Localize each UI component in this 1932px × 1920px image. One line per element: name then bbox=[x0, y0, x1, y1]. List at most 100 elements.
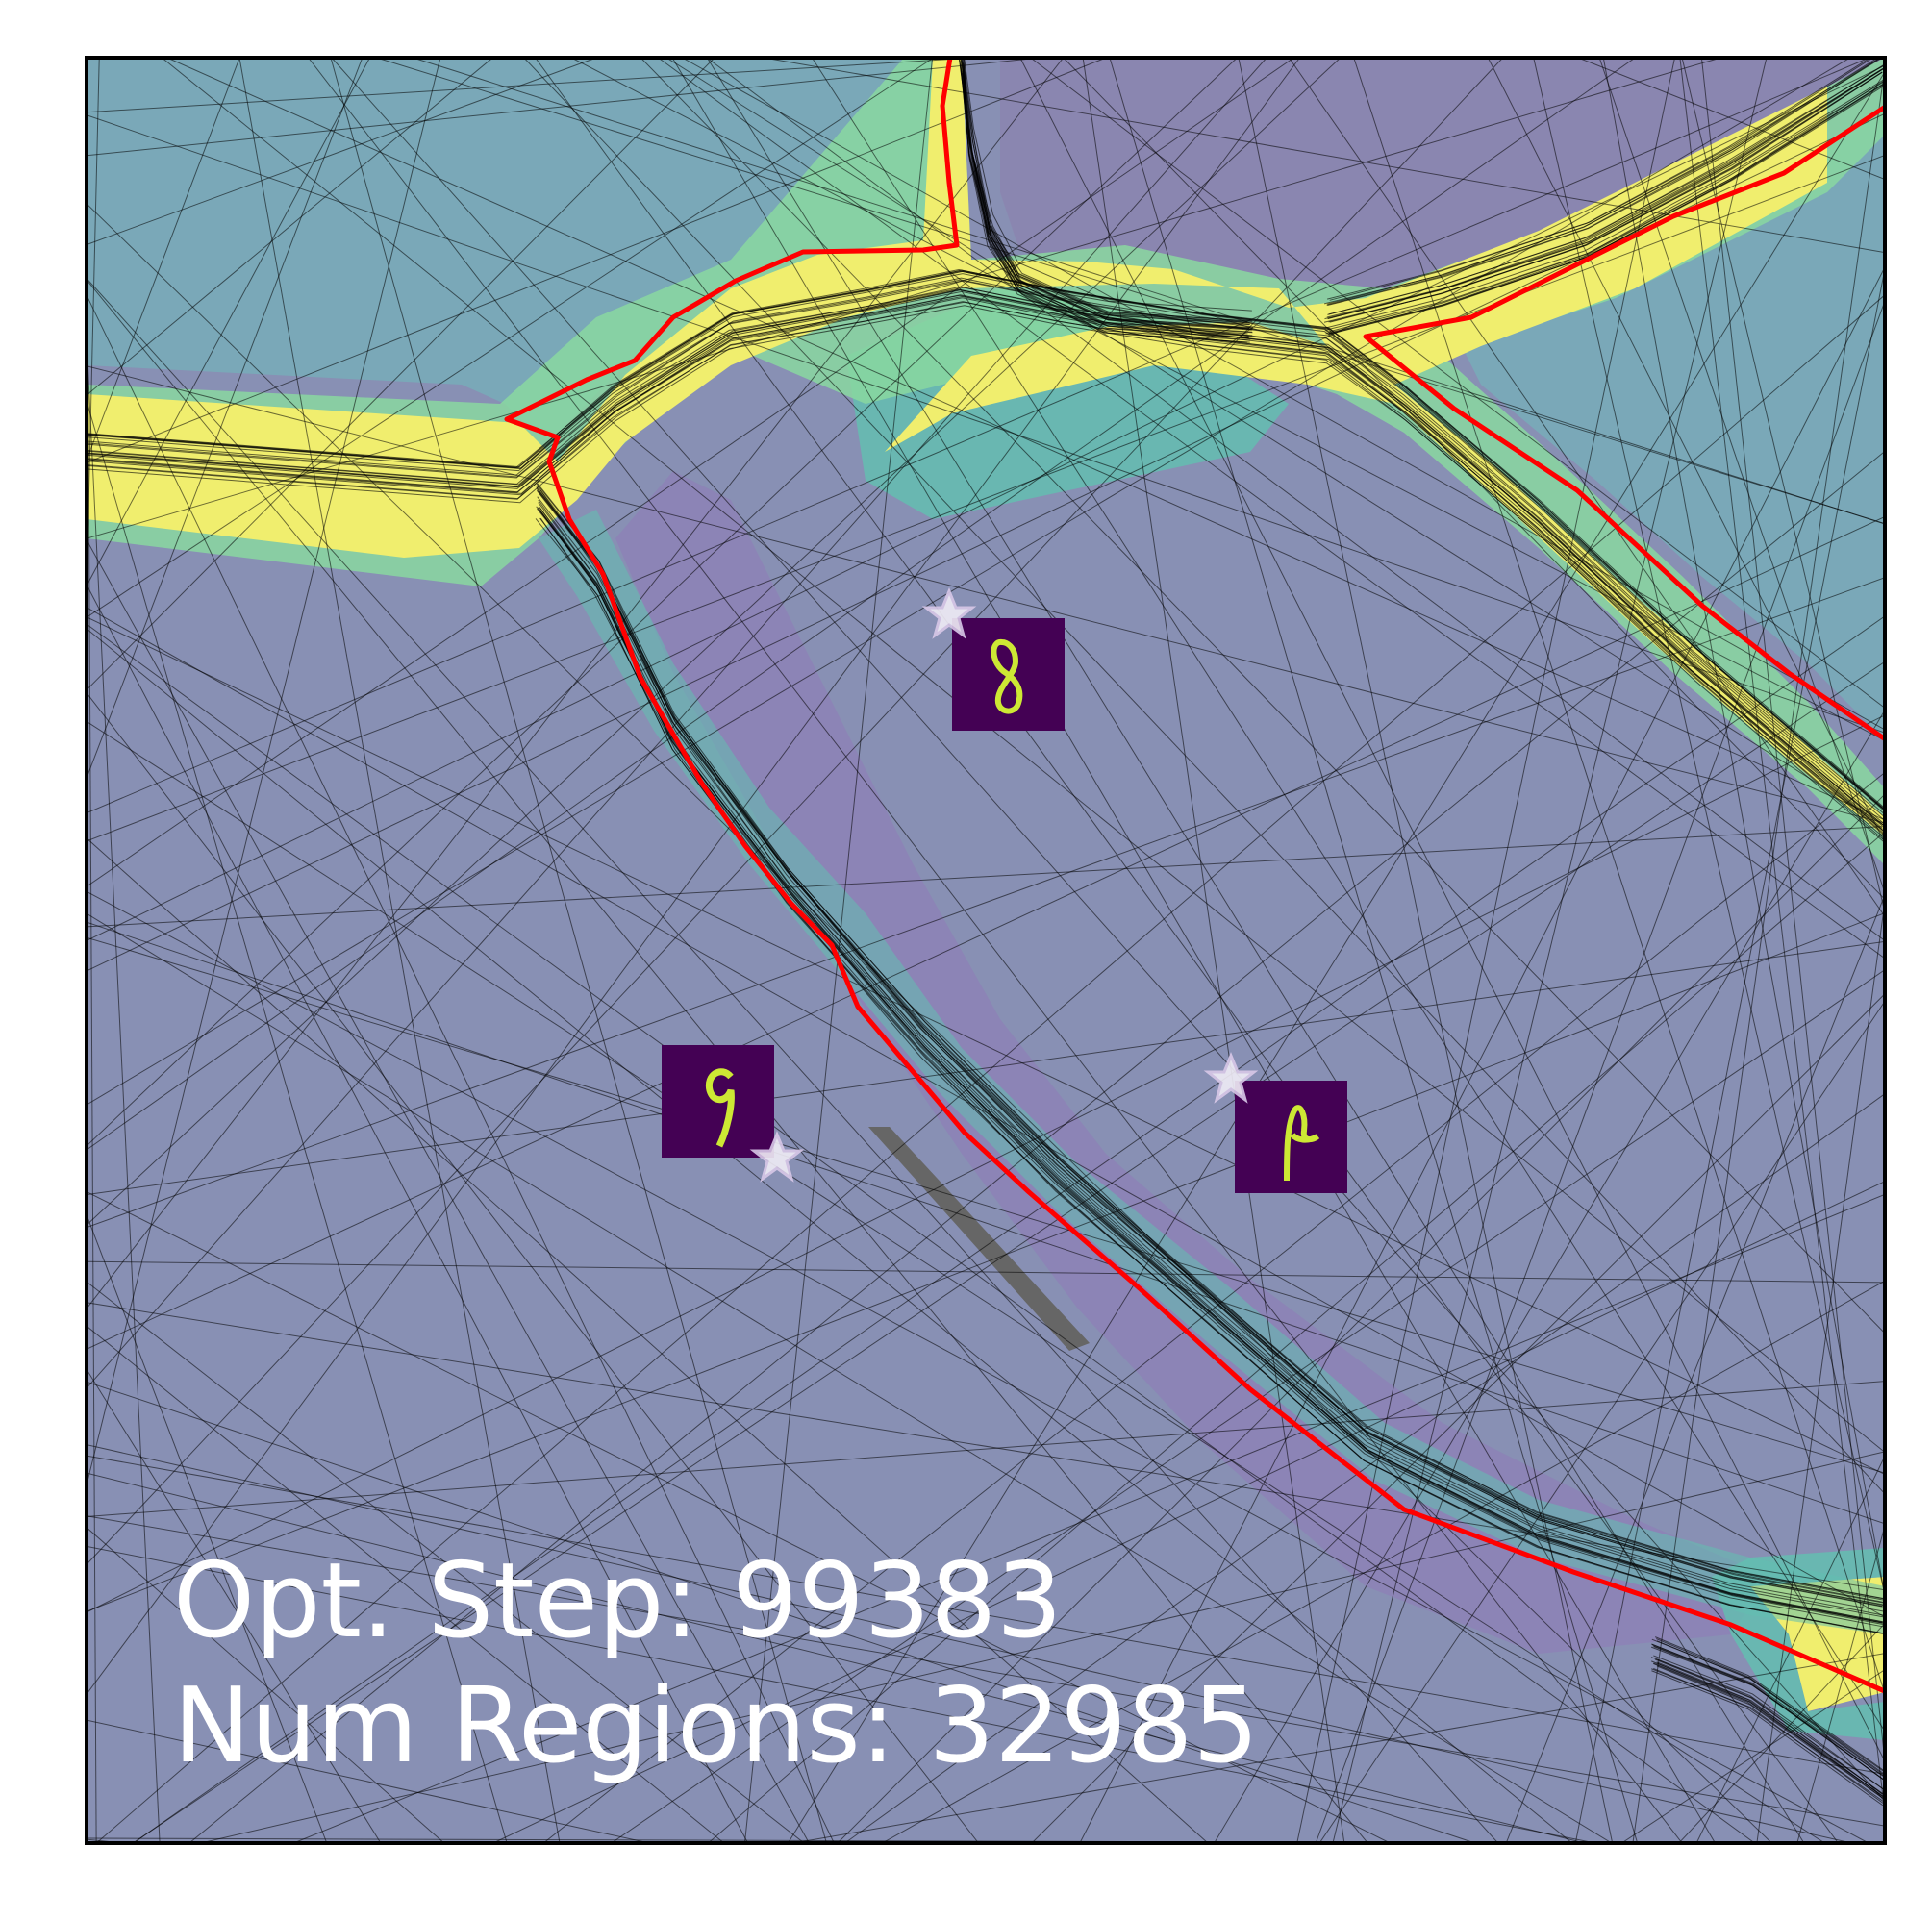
partition-line bbox=[1329, 58, 1871, 301]
partition-line bbox=[1328, 71, 1883, 323]
partition-line bbox=[1602, 58, 1885, 1596]
partition-line bbox=[87, 1214, 328, 1843]
partition-line bbox=[87, 1472, 1586, 1843]
star-icon bbox=[921, 587, 977, 639]
partition-line bbox=[1651, 1643, 1885, 1779]
partition-line bbox=[133, 615, 1885, 1843]
partition-line bbox=[162, 58, 1885, 1453]
partition-line bbox=[87, 714, 1885, 1613]
upper-left-region bbox=[87, 58, 952, 433]
partition-line bbox=[87, 1381, 1885, 1518]
partition-line bbox=[764, 58, 1885, 254]
partition-line bbox=[87, 58, 715, 691]
partition-line bbox=[1327, 67, 1885, 319]
partition-line bbox=[640, 58, 1885, 1334]
partition-line bbox=[1288, 58, 1885, 917]
partition-line bbox=[1656, 1638, 1884, 1774]
partition-line bbox=[87, 58, 1300, 1695]
partition-line bbox=[1796, 1526, 1885, 1843]
partition-line bbox=[1656, 1662, 1885, 1799]
partition-line bbox=[238, 58, 561, 1843]
decision-band bbox=[87, 58, 1885, 836]
partition-line bbox=[523, 58, 1885, 1495]
partition-line bbox=[1214, 710, 1885, 1843]
partition-line bbox=[87, 58, 597, 246]
partition-line bbox=[1324, 78, 1885, 329]
partition-line bbox=[542, 772, 1885, 1843]
partition-line bbox=[87, 58, 1238, 1147]
partition-line bbox=[87, 58, 441, 1485]
upper-right-region bbox=[1000, 58, 1885, 327]
partition-line bbox=[87, 269, 1885, 810]
partition-line bbox=[87, 720, 1825, 1843]
partition-line bbox=[87, 338, 161, 1843]
partition-line bbox=[1325, 80, 1885, 331]
partition-line bbox=[665, 58, 1885, 827]
partition-line bbox=[1651, 1668, 1884, 1805]
partition-line bbox=[844, 1093, 1885, 1843]
partition-line bbox=[1577, 58, 1885, 180]
partition-line bbox=[87, 301, 1885, 840]
partition-line bbox=[87, 286, 1885, 826]
partition-line bbox=[1079, 266, 1885, 1843]
digit-9 bbox=[662, 1045, 774, 1158]
partition-line bbox=[87, 64, 1885, 941]
partition-line bbox=[537, 496, 1885, 1612]
partition-line bbox=[1632, 67, 1885, 1843]
partition-line bbox=[200, 1451, 1885, 1843]
partition-line bbox=[1656, 1640, 1885, 1777]
partition-line bbox=[87, 400, 508, 1843]
partition-line bbox=[1326, 66, 1885, 318]
partition-line bbox=[708, 831, 1885, 1843]
partition-line bbox=[87, 577, 1885, 1229]
partition-line bbox=[87, 58, 1065, 1309]
partition-line bbox=[87, 912, 1885, 1612]
num-regions-label: Num Regions: 32985 bbox=[173, 1666, 1259, 1786]
partition-line bbox=[536, 486, 1884, 1603]
partition-line bbox=[964, 58, 1252, 312]
partition-line bbox=[1487, 58, 1885, 843]
partition-line bbox=[87, 58, 1504, 1565]
partition-line bbox=[1700, 58, 1885, 1762]
partition-line bbox=[87, 940, 1885, 1196]
partition-line bbox=[188, 450, 1885, 1843]
partition-line bbox=[1031, 993, 1885, 1843]
partition-line bbox=[87, 1455, 1885, 1775]
partition-line bbox=[87, 1444, 1852, 1843]
digit-p bbox=[1235, 1081, 1347, 1193]
partition-line bbox=[87, 58, 1107, 463]
partition-line bbox=[132, 661, 1885, 1843]
partition-line bbox=[87, 1515, 1885, 1827]
partition-line bbox=[331, 58, 1885, 1802]
partition-line bbox=[308, 58, 1683, 1843]
plot-area: Opt. Step: 99383 Num Regions: 32985 bbox=[87, 58, 1885, 1843]
digit-8 bbox=[952, 618, 1065, 731]
partition-line bbox=[706, 58, 1805, 1843]
decision-boundary-right bbox=[1363, 104, 1885, 742]
partition-line bbox=[1318, 1001, 1885, 1843]
partition-line bbox=[87, 112, 1885, 972]
partition-line bbox=[87, 584, 749, 1843]
partition-line bbox=[87, 58, 1041, 157]
partition-line bbox=[87, 1325, 725, 1843]
partition-line bbox=[1654, 1636, 1885, 1772]
partition-line bbox=[87, 58, 1851, 1106]
partition-line bbox=[837, 793, 1885, 1843]
plot-frame bbox=[85, 56, 1887, 1845]
right-teal-region bbox=[1462, 106, 1885, 740]
partition-line bbox=[87, 58, 1294, 887]
star-icon bbox=[749, 1131, 805, 1183]
partition-line bbox=[87, 1191, 1391, 1843]
partition-line bbox=[87, 114, 1885, 734]
partition-line bbox=[1653, 1655, 1885, 1791]
opt-step-label: Opt. Step: 99383 bbox=[173, 1541, 1063, 1661]
partition-line bbox=[87, 936, 1885, 1474]
partition-line bbox=[87, 58, 935, 618]
star-icon bbox=[1203, 1052, 1259, 1104]
partition-line bbox=[1327, 58, 1882, 307]
partition-line bbox=[87, 1719, 650, 1843]
partition-line bbox=[1332, 58, 1768, 1843]
partition-line bbox=[87, 616, 1885, 1475]
partition-line bbox=[87, 623, 1755, 1843]
